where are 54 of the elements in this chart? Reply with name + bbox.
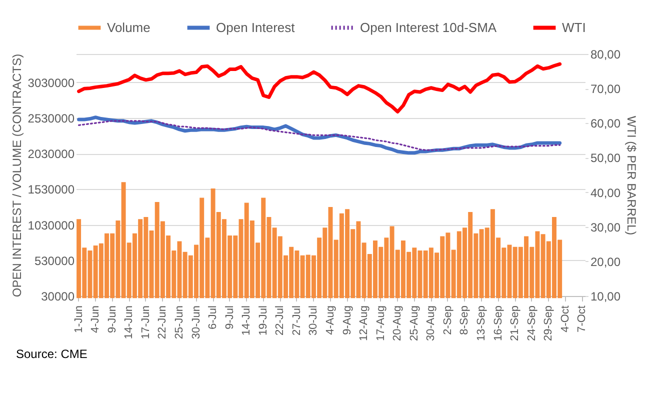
- x-tick-label: 9-Jul: [224, 306, 236, 330]
- x-tick-label: 17-Jun: [140, 306, 152, 340]
- y2-tick-label: 20,00: [590, 254, 621, 269]
- x-tick-label: 14-Jul: [240, 306, 253, 336]
- x-tick-label: 30-Aug: [425, 306, 438, 341]
- x-tick-label: 6-Jul: [207, 306, 220, 330]
- x-tick-label: 4-Jun: [90, 306, 102, 334]
- x-tick-label: 16-Sep: [492, 306, 504, 341]
- y2-tick-label: 10,00: [590, 290, 621, 304]
- source-note: Source: CME: [16, 347, 88, 361]
- legend-label: Open Interest 10d-SMA: [360, 20, 497, 35]
- y-tick-label: 2530000: [28, 112, 75, 126]
- y2-tick-label: 60,00: [590, 116, 621, 131]
- y2-tick-label: 40,00: [590, 186, 621, 200]
- x-tick-label: 27-Jul: [290, 306, 303, 336]
- x-tick-label: 13-Sep: [476, 306, 488, 341]
- y-axis-title: OPEN INTEREST / VOLUME (CONTRACTS): [10, 54, 24, 298]
- y2-axis-title: WTI ($ PER BARREL): [624, 116, 639, 236]
- y-tick-label: 530000: [34, 254, 75, 268]
- y-tick-label: 30000: [41, 290, 75, 304]
- x-tick-label: 14-Jun: [123, 306, 136, 340]
- x-tick-label: 1-Jun: [72, 306, 85, 334]
- x-tick-label: 9-Jun: [106, 306, 118, 334]
- x-tick-label: 7-Oct: [576, 306, 588, 332]
- x-tick-label: 30-Jul: [308, 306, 320, 336]
- x-tick-label: 17-Aug: [374, 306, 387, 341]
- x-tick-label: 25-Jun: [173, 306, 186, 340]
- x-tick-label: 21-Sep: [509, 306, 522, 341]
- y2-tick-label: 50,00: [590, 151, 621, 166]
- x-tick-label: 4-Aug: [324, 306, 336, 335]
- y2-tick-label: 30,00: [590, 220, 621, 234]
- x-tick-label: 22-Jun: [156, 306, 169, 340]
- x-tick-label: 22-Jul: [274, 306, 286, 336]
- y-tick-label: 1030000: [28, 218, 75, 232]
- x-tick-label: 9-Aug: [341, 306, 354, 335]
- y-tick-label: 2030000: [28, 147, 75, 162]
- x-tick-label: 19-Jul: [257, 306, 270, 336]
- legend-label: WTI: [562, 20, 586, 35]
- x-tick-label: 29-Sep: [542, 306, 555, 341]
- x-tick-label: 30-Jun: [190, 306, 202, 340]
- line-series: [77, 62, 562, 114]
- x-tick-label: 12-Aug: [358, 306, 370, 341]
- legend-label: Volume: [107, 20, 150, 35]
- x-tick-label: 20-Aug: [392, 306, 404, 341]
- y2-tick-label: 80,00: [590, 48, 621, 62]
- x-tick-label: 4-Oct: [559, 306, 572, 332]
- x-tick-label: 25-Aug: [408, 306, 420, 341]
- x-tick-label: 24-Sep: [526, 306, 538, 341]
- legend-label: Open Interest: [216, 20, 296, 35]
- y-tick-label: 3030000: [28, 76, 75, 90]
- y-tick-label: 1530000: [28, 182, 75, 197]
- x-tick-label: 8-Sep: [458, 306, 471, 335]
- y2-tick-label: 70,00: [590, 82, 621, 96]
- x-tick-label: 2-Sep: [442, 306, 454, 335]
